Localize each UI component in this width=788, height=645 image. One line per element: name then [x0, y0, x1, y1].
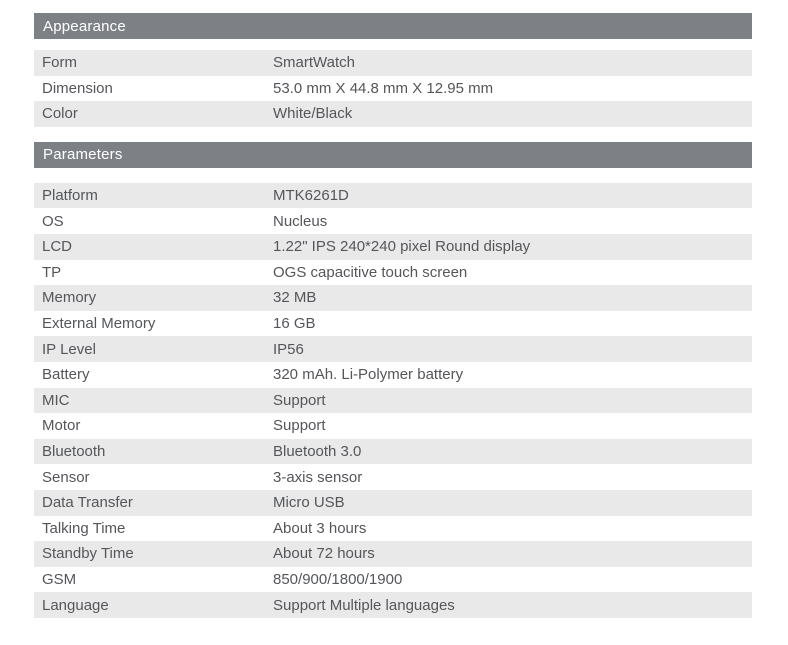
section-title: Appearance: [43, 17, 126, 35]
spec-value: 1.22" IPS 240*240 pixel Round display: [273, 238, 531, 256]
spec-row-platform: Platform MTK6261D: [34, 182, 752, 209]
section-appearance: Appearance Form SmartWatch Dimension 53.…: [34, 13, 752, 127]
section-parameters: Parameters Platform MTK6261D OS Nucleus …: [34, 141, 752, 618]
spec-label: Standby Time: [42, 545, 134, 563]
spec-value: Support: [273, 391, 326, 409]
section-title: Parameters: [43, 146, 123, 164]
spec-label: Motor: [42, 417, 81, 435]
spec-value: 3-axis sensor: [273, 468, 363, 486]
spec-row-color: Color White/Black: [34, 101, 752, 127]
spec-row-motor: Motor Support: [34, 413, 752, 439]
spec-value: OGS capacitive touch screen: [273, 263, 468, 281]
spec-row-battery: Battery 320 mAh. Li-Polymer battery: [34, 361, 752, 388]
spec-row-gsm: GSM 850/900/1800/1900: [34, 566, 752, 593]
spec-value: Support Multiple languages: [273, 596, 455, 614]
spec-row-mic: MIC Support: [34, 387, 752, 414]
spec-row-form: Form SmartWatch: [34, 50, 752, 76]
spec-value: About 3 hours: [273, 519, 367, 537]
spec-value: Bluetooth 3.0: [273, 443, 362, 461]
spec-label: Dimension: [42, 79, 113, 97]
spec-label: Color: [42, 105, 78, 123]
spec-row-lcd: LCD 1.22" IPS 240*240 pixel Round displa…: [34, 233, 752, 260]
spec-row-talking-time: Talking Time About 3 hours: [34, 515, 752, 542]
spec-label: Battery: [42, 366, 90, 384]
section-header-parameters: Parameters: [34, 141, 752, 168]
spec-value: Nucleus: [273, 212, 328, 230]
spec-label: Form: [42, 54, 77, 72]
spec-value: White/Black: [273, 105, 353, 123]
spec-row-sensor: Sensor 3-axis sensor: [34, 464, 752, 490]
spec-value: 16 GB: [273, 315, 316, 333]
spec-row-data-transfer: Data Transfer Micro USB: [34, 489, 752, 516]
spec-value: IP56: [273, 340, 304, 358]
spec-value: MTK6261D: [273, 187, 349, 205]
spec-label: Sensor: [42, 468, 90, 486]
spec-label: Bluetooth: [42, 443, 106, 461]
spec-row-standby-time: Standby Time About 72 hours: [34, 541, 752, 567]
spec-label: LCD: [42, 238, 73, 256]
spec-row-tp: TP OGS capacitive touch screen: [34, 259, 752, 286]
spec-label: Data Transfer: [42, 494, 133, 512]
spec-row-dimension: Dimension 53.0 mm X 44.8 mm X 12.95 mm: [34, 75, 752, 102]
spec-label: External Memory: [42, 315, 156, 333]
spec-label: Talking Time: [42, 519, 126, 537]
section-header-appearance: Appearance: [34, 13, 752, 39]
spec-value: 32 MB: [273, 289, 317, 307]
spec-label: MIC: [42, 391, 70, 409]
product-spec-table: Appearance Form SmartWatch Dimension 53.…: [34, 13, 752, 618]
spec-value: Support: [273, 417, 326, 435]
spec-value: SmartWatch: [273, 54, 355, 72]
spec-label: Language: [42, 596, 109, 614]
spec-row-ip-level: IP Level IP56: [34, 336, 752, 362]
spec-label: OS: [42, 212, 64, 230]
spec-row-os: OS Nucleus: [34, 208, 752, 234]
spec-label: TP: [42, 263, 62, 281]
parameters-rows: Platform MTK6261D OS Nucleus LCD 1.22" I…: [34, 182, 752, 618]
spec-row-language: Language Support Multiple languages: [34, 592, 752, 618]
spec-value: Micro USB: [273, 494, 345, 512]
spec-value: 53.0 mm X 44.8 mm X 12.95 mm: [273, 79, 494, 97]
spec-label: Platform: [42, 187, 98, 205]
spec-value: 850/900/1800/1900: [273, 570, 403, 588]
spec-value: 320 mAh. Li-Polymer battery: [273, 366, 464, 384]
spec-row-memory: Memory 32 MB: [34, 285, 752, 311]
spec-row-bluetooth: Bluetooth Bluetooth 3.0: [34, 438, 752, 465]
spec-label: GSM: [42, 570, 77, 588]
appearance-rows: Form SmartWatch Dimension 53.0 mm X 44.8…: [34, 50, 752, 127]
spec-value: About 72 hours: [273, 545, 375, 563]
spec-row-external-memory: External Memory 16 GB: [34, 310, 752, 337]
spec-label: Memory: [42, 289, 97, 307]
spec-label: IP Level: [42, 340, 96, 358]
